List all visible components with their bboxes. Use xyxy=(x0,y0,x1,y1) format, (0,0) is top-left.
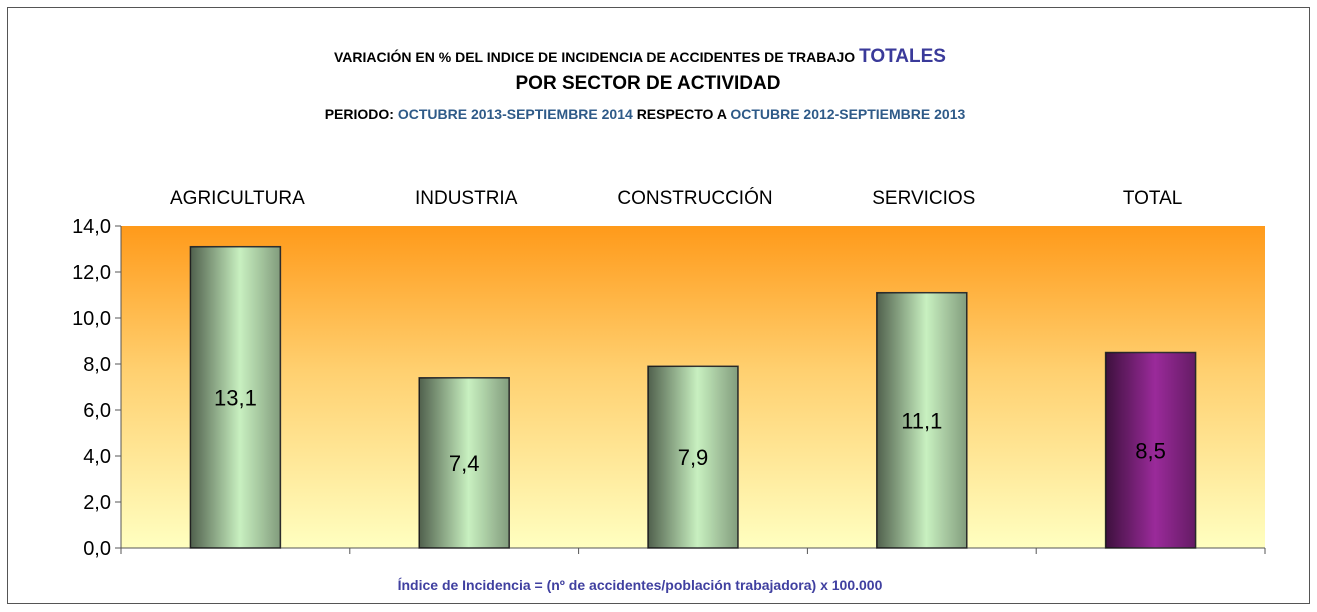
value-label: 8,5 xyxy=(1135,438,1166,463)
y-tick-label: 4,0 xyxy=(83,446,111,468)
category-label: CONSTRUCCIÓN xyxy=(617,187,772,209)
chart-subtitle: POR SECTOR DE ACTIVIDAD xyxy=(516,73,781,94)
category-label: SERVICIOS xyxy=(872,188,975,209)
category-label: AGRICULTURA xyxy=(170,188,305,209)
note: Índice de Incidencia = (nº de accidentes… xyxy=(398,577,883,593)
y-tick-label: 6,0 xyxy=(83,400,111,422)
period-part: RESPECTO A xyxy=(637,106,727,122)
title-part: VARIACIÓN EN % DEL INDICE DE INCIDENCIA … xyxy=(334,48,855,65)
period-part: OCTUBRE 2012-SEPTIEMBRE 2013 xyxy=(730,106,965,122)
value-label: 7,4 xyxy=(449,451,480,476)
y-tick-label: 0,0 xyxy=(83,538,111,560)
y-tick-label: 2,0 xyxy=(83,492,111,514)
value-label: 13,1 xyxy=(214,385,257,410)
period-part: OCTUBRE 2013-SEPTIEMBRE 2014 xyxy=(398,106,633,122)
chart-title: VARIACIÓN EN % DEL INDICE DE INCIDENCIA … xyxy=(334,46,946,67)
period-part: PERIODO: xyxy=(325,106,394,122)
category-label: INDUSTRIA xyxy=(415,188,518,209)
y-tick-label: 8,0 xyxy=(83,354,111,376)
period: PERIODO: OCTUBRE 2013-SEPTIEMBRE 2014 RE… xyxy=(325,106,966,122)
value-label: 11,1 xyxy=(901,408,942,433)
category-label: TOTAL xyxy=(1123,188,1182,209)
y-tick-label: 12,0 xyxy=(72,262,111,284)
title-part: TOTALES xyxy=(859,46,946,67)
y-tick-label: 10,0 xyxy=(72,308,111,330)
value-label: 7,9 xyxy=(678,445,709,470)
y-tick-label: 14,0 xyxy=(72,216,111,238)
